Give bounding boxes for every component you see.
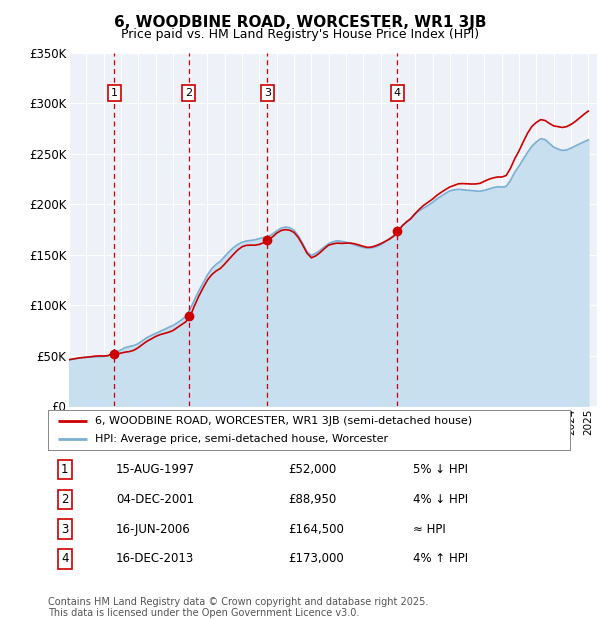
Text: £173,000: £173,000 xyxy=(288,552,344,565)
Text: 4: 4 xyxy=(394,88,401,98)
Text: 1: 1 xyxy=(61,463,68,476)
Text: 4% ↑ HPI: 4% ↑ HPI xyxy=(413,552,469,565)
Text: 6, WOODBINE ROAD, WORCESTER, WR1 3JB (semi-detached house): 6, WOODBINE ROAD, WORCESTER, WR1 3JB (se… xyxy=(95,416,472,426)
Text: 2: 2 xyxy=(185,88,193,98)
Text: £164,500: £164,500 xyxy=(288,523,344,536)
Text: Contains HM Land Registry data © Crown copyright and database right 2025.
This d: Contains HM Land Registry data © Crown c… xyxy=(48,596,428,618)
Text: 4: 4 xyxy=(61,552,68,565)
Text: £52,000: £52,000 xyxy=(288,463,337,476)
Text: 15-AUG-1997: 15-AUG-1997 xyxy=(116,463,195,476)
Text: ≈ HPI: ≈ HPI xyxy=(413,523,446,536)
Text: 4% ↓ HPI: 4% ↓ HPI xyxy=(413,493,469,506)
Text: £88,950: £88,950 xyxy=(288,493,337,506)
Text: 6, WOODBINE ROAD, WORCESTER, WR1 3JB: 6, WOODBINE ROAD, WORCESTER, WR1 3JB xyxy=(114,16,486,30)
Text: 1: 1 xyxy=(111,88,118,98)
Text: 3: 3 xyxy=(264,88,271,98)
Text: Price paid vs. HM Land Registry's House Price Index (HPI): Price paid vs. HM Land Registry's House … xyxy=(121,28,479,41)
Text: HPI: Average price, semi-detached house, Worcester: HPI: Average price, semi-detached house,… xyxy=(95,434,388,444)
Text: 16-JUN-2006: 16-JUN-2006 xyxy=(116,523,191,536)
Text: 04-DEC-2001: 04-DEC-2001 xyxy=(116,493,194,506)
Text: 16-DEC-2013: 16-DEC-2013 xyxy=(116,552,194,565)
Text: 5% ↓ HPI: 5% ↓ HPI xyxy=(413,463,469,476)
Text: 3: 3 xyxy=(61,523,68,536)
Text: 2: 2 xyxy=(61,493,68,506)
